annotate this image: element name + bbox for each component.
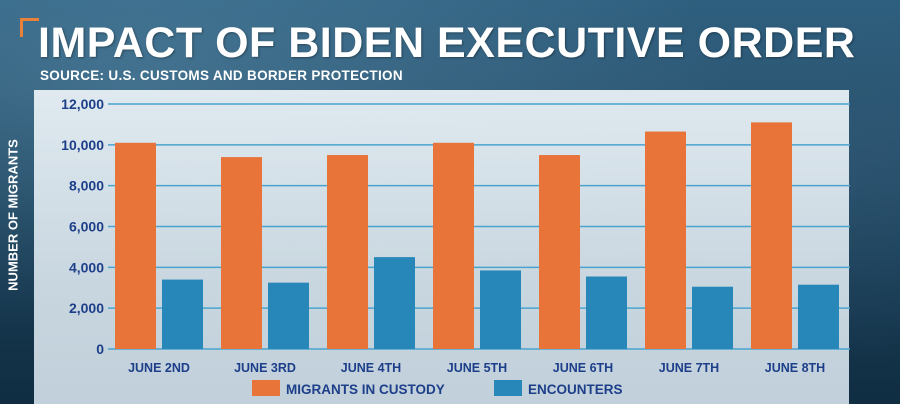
x-tick-label: JUNE 5TH (447, 361, 507, 375)
y-tick-label: 10,000 (61, 137, 104, 153)
bar-encounters (268, 282, 309, 349)
x-tick-label: JUNE 8TH (765, 361, 825, 375)
bar-migrants-in-custody (221, 157, 262, 349)
legend-swatch-encounters (494, 380, 522, 396)
legend-label: ENCOUNTERS (528, 382, 623, 397)
y-tick-label: 12,000 (61, 96, 104, 112)
y-tick-label: 6,000 (69, 219, 104, 235)
bar-migrants-in-custody (539, 155, 580, 349)
bar-encounters (692, 286, 733, 349)
x-tick-label: JUNE 7TH (659, 361, 719, 375)
y-tick-label: 8,000 (69, 178, 104, 194)
x-tick-label: JUNE 3RD (234, 361, 296, 375)
corner-accent (20, 18, 39, 37)
bar-encounters (374, 257, 415, 349)
bar-migrants-in-custody (327, 155, 368, 349)
bar-encounters (162, 279, 203, 349)
x-tick-label: JUNE 4TH (341, 361, 401, 375)
bar-migrants-in-custody (645, 131, 686, 349)
page-title: IMPACT OF BIDEN EXECUTIVE ORDER (38, 19, 856, 67)
y-tick-label: 2,000 (69, 300, 104, 316)
bar-encounters (586, 276, 627, 349)
source-caption: SOURCE: U.S. CUSTOMS AND BORDER PROTECTI… (40, 68, 403, 83)
bar-encounters (480, 270, 521, 349)
bar-encounters (798, 284, 839, 349)
x-tick-label: JUNE 2ND (128, 361, 190, 375)
x-tick-label: JUNE 6TH (553, 361, 613, 375)
y-tick-label: 0 (96, 341, 104, 357)
bar-migrants-in-custody (433, 142, 474, 349)
y-tick-label: 4,000 (69, 259, 104, 275)
bar-migrants-in-custody (751, 122, 792, 349)
bar-migrants-in-custody (115, 142, 156, 349)
legend-swatch-migrants (252, 380, 280, 396)
legend-label: MIGRANTS IN CUSTODY (286, 382, 445, 397)
